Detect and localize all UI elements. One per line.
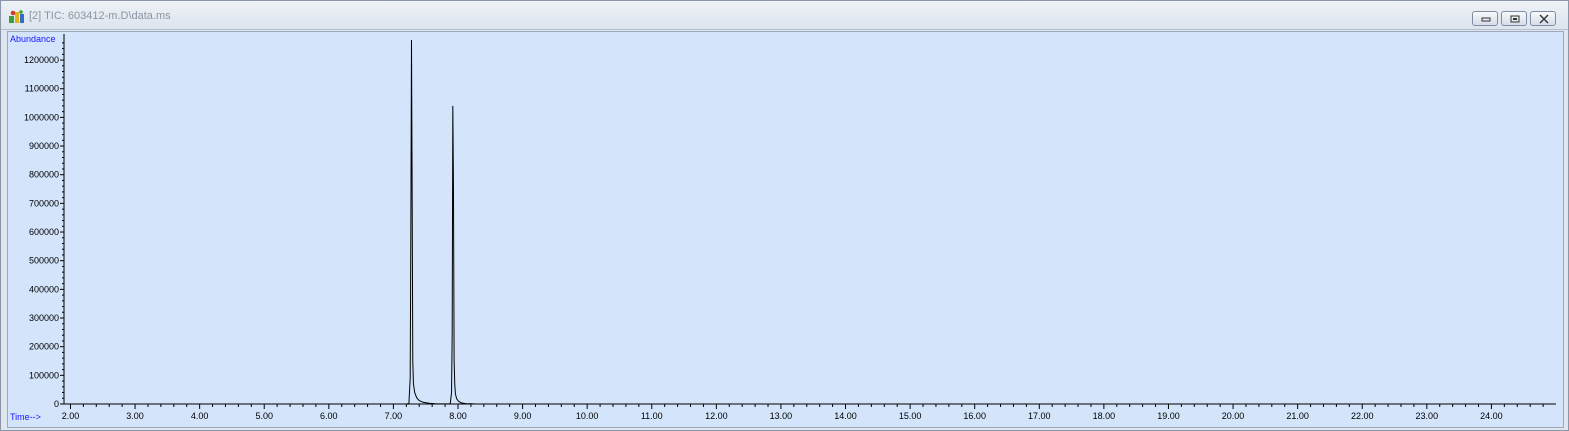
window-titlebar[interactable]: [2] TIC: 603412-m.D\data.ms bbox=[1, 1, 1568, 30]
y-tick-label: 600000 bbox=[29, 227, 59, 237]
x-axis-label: Time--> bbox=[10, 412, 41, 422]
x-tick-label: 2.00 bbox=[62, 411, 80, 421]
y-tick-label: 500000 bbox=[29, 256, 59, 266]
x-tick-label: 7.00 bbox=[385, 411, 403, 421]
y-tick-label: 800000 bbox=[29, 170, 59, 180]
minimize-icon bbox=[1481, 17, 1491, 22]
x-tick-label: 14.00 bbox=[834, 411, 857, 421]
x-tick-label: 22.00 bbox=[1351, 411, 1374, 421]
tic-trace-line bbox=[64, 39, 1556, 405]
x-tick-label: 6.00 bbox=[320, 411, 338, 421]
y-tick-label: 1100000 bbox=[25, 84, 59, 94]
restore-icon bbox=[1510, 15, 1520, 23]
x-tick-label: 17.00 bbox=[1028, 411, 1051, 421]
x-axis: 2.00 3.00 4.00 5.00 6.00 7.00 8.00 9.00 10.00 11.… bbox=[62, 403, 1556, 421]
y-tick-label: 1200000 bbox=[24, 55, 59, 65]
x-tick-label: 18.00 bbox=[1093, 411, 1116, 421]
chemstation-icon bbox=[9, 10, 24, 23]
x-tick-label: 8.00 bbox=[449, 411, 467, 421]
plot-area[interactable]: Abundance Time--> 0 100000 200000 300000 400… bbox=[7, 31, 1564, 428]
x-tick-label: 11.00 bbox=[641, 411, 663, 421]
x-tick-label: 3.00 bbox=[126, 411, 144, 421]
y-tick-label: 700000 bbox=[29, 198, 59, 208]
restore-button[interactable] bbox=[1501, 11, 1527, 26]
x-tick-label: 9.00 bbox=[514, 411, 532, 421]
y-tick-label: 900000 bbox=[29, 141, 59, 151]
tic-chromatogram-chart[interactable]: Abundance Time--> 0 100000 200000 300000 400… bbox=[8, 32, 1565, 429]
y-tick-label: 300000 bbox=[29, 313, 59, 323]
x-tick-label: 19.00 bbox=[1157, 411, 1180, 421]
x-tick-label: 23.00 bbox=[1416, 411, 1439, 421]
y-tick-label: 200000 bbox=[29, 342, 59, 352]
y-tick-label: 400000 bbox=[29, 284, 59, 294]
x-tick-label: 24.00 bbox=[1480, 411, 1503, 421]
y-axis-label: Abundance bbox=[10, 34, 56, 44]
minimize-button[interactable] bbox=[1472, 11, 1498, 26]
x-tick-label: 10.00 bbox=[576, 411, 599, 421]
x-tick-label: 5.00 bbox=[255, 411, 273, 421]
x-tick-label: 15.00 bbox=[899, 411, 922, 421]
close-icon bbox=[1539, 14, 1549, 24]
close-button[interactable] bbox=[1530, 11, 1556, 26]
x-tick-label: 20.00 bbox=[1222, 411, 1245, 421]
y-axis: 0 100000 200000 300000 400000 500000 600000 700… bbox=[24, 34, 65, 409]
window-title: [2] TIC: 603412-m.D\data.ms bbox=[29, 10, 171, 22]
y-tick-label: 1000000 bbox=[24, 112, 59, 122]
x-tick-label: 4.00 bbox=[191, 411, 209, 421]
x-tick-label: 16.00 bbox=[963, 411, 986, 421]
x-tick-label: 12.00 bbox=[705, 411, 728, 421]
x-tick-label: 13.00 bbox=[770, 411, 793, 421]
y-tick-label: 100000 bbox=[29, 370, 59, 380]
x-tick-label: 21.00 bbox=[1286, 411, 1309, 421]
y-tick-label: 0 bbox=[54, 399, 59, 409]
